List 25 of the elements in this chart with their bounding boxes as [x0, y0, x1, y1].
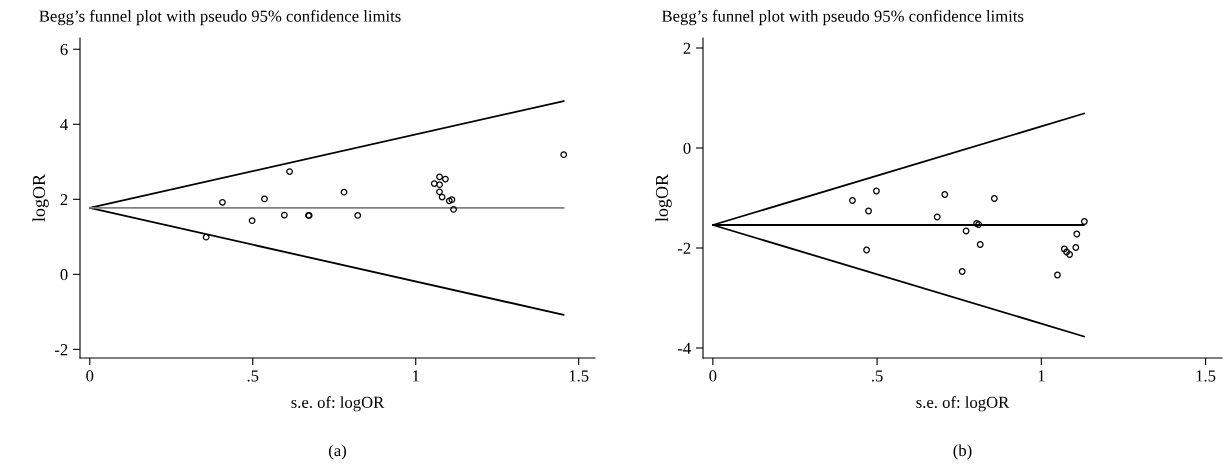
x-tick-label: .5	[871, 370, 883, 382]
text: (b)	[953, 444, 972, 460]
x-tick-label: 1.5	[569, 370, 589, 382]
x-tick-label: .5	[247, 370, 259, 382]
x-tick-label: 1	[1038, 370, 1045, 382]
x-axis-title: s.e. of: logOR	[291, 396, 385, 412]
x-tick-label: 1	[413, 370, 419, 382]
x-tick-label: 0	[86, 370, 94, 382]
x-tick-label: 1.5	[1196, 370, 1216, 382]
y-tick-label: 2	[60, 194, 68, 206]
y-tick-label: -2	[54, 344, 68, 356]
y-tick-label: 2	[683, 42, 691, 54]
y-axis-title: logOR	[32, 173, 49, 222]
y-tick-label: 0	[683, 142, 691, 154]
chart-title: Begg’s funnel plot with pseudo 95% confidence limits	[661, 9, 1024, 26]
chart-title: Begg’s funnel plot with pseudo 95% confidence limits	[39, 9, 401, 26]
text: (a)	[328, 444, 347, 460]
y-tick-label: 4	[60, 119, 68, 131]
y-tick-label: -2	[677, 242, 691, 254]
y-tick-label: 6	[60, 44, 68, 56]
x-axis-title: s.e. of: logOR	[916, 396, 1010, 412]
x-tick-label: 0	[709, 370, 717, 382]
y-tick-label: 0	[60, 269, 68, 281]
y-tick-label: -4	[677, 342, 691, 354]
y-axis-title: logOR	[655, 173, 672, 222]
